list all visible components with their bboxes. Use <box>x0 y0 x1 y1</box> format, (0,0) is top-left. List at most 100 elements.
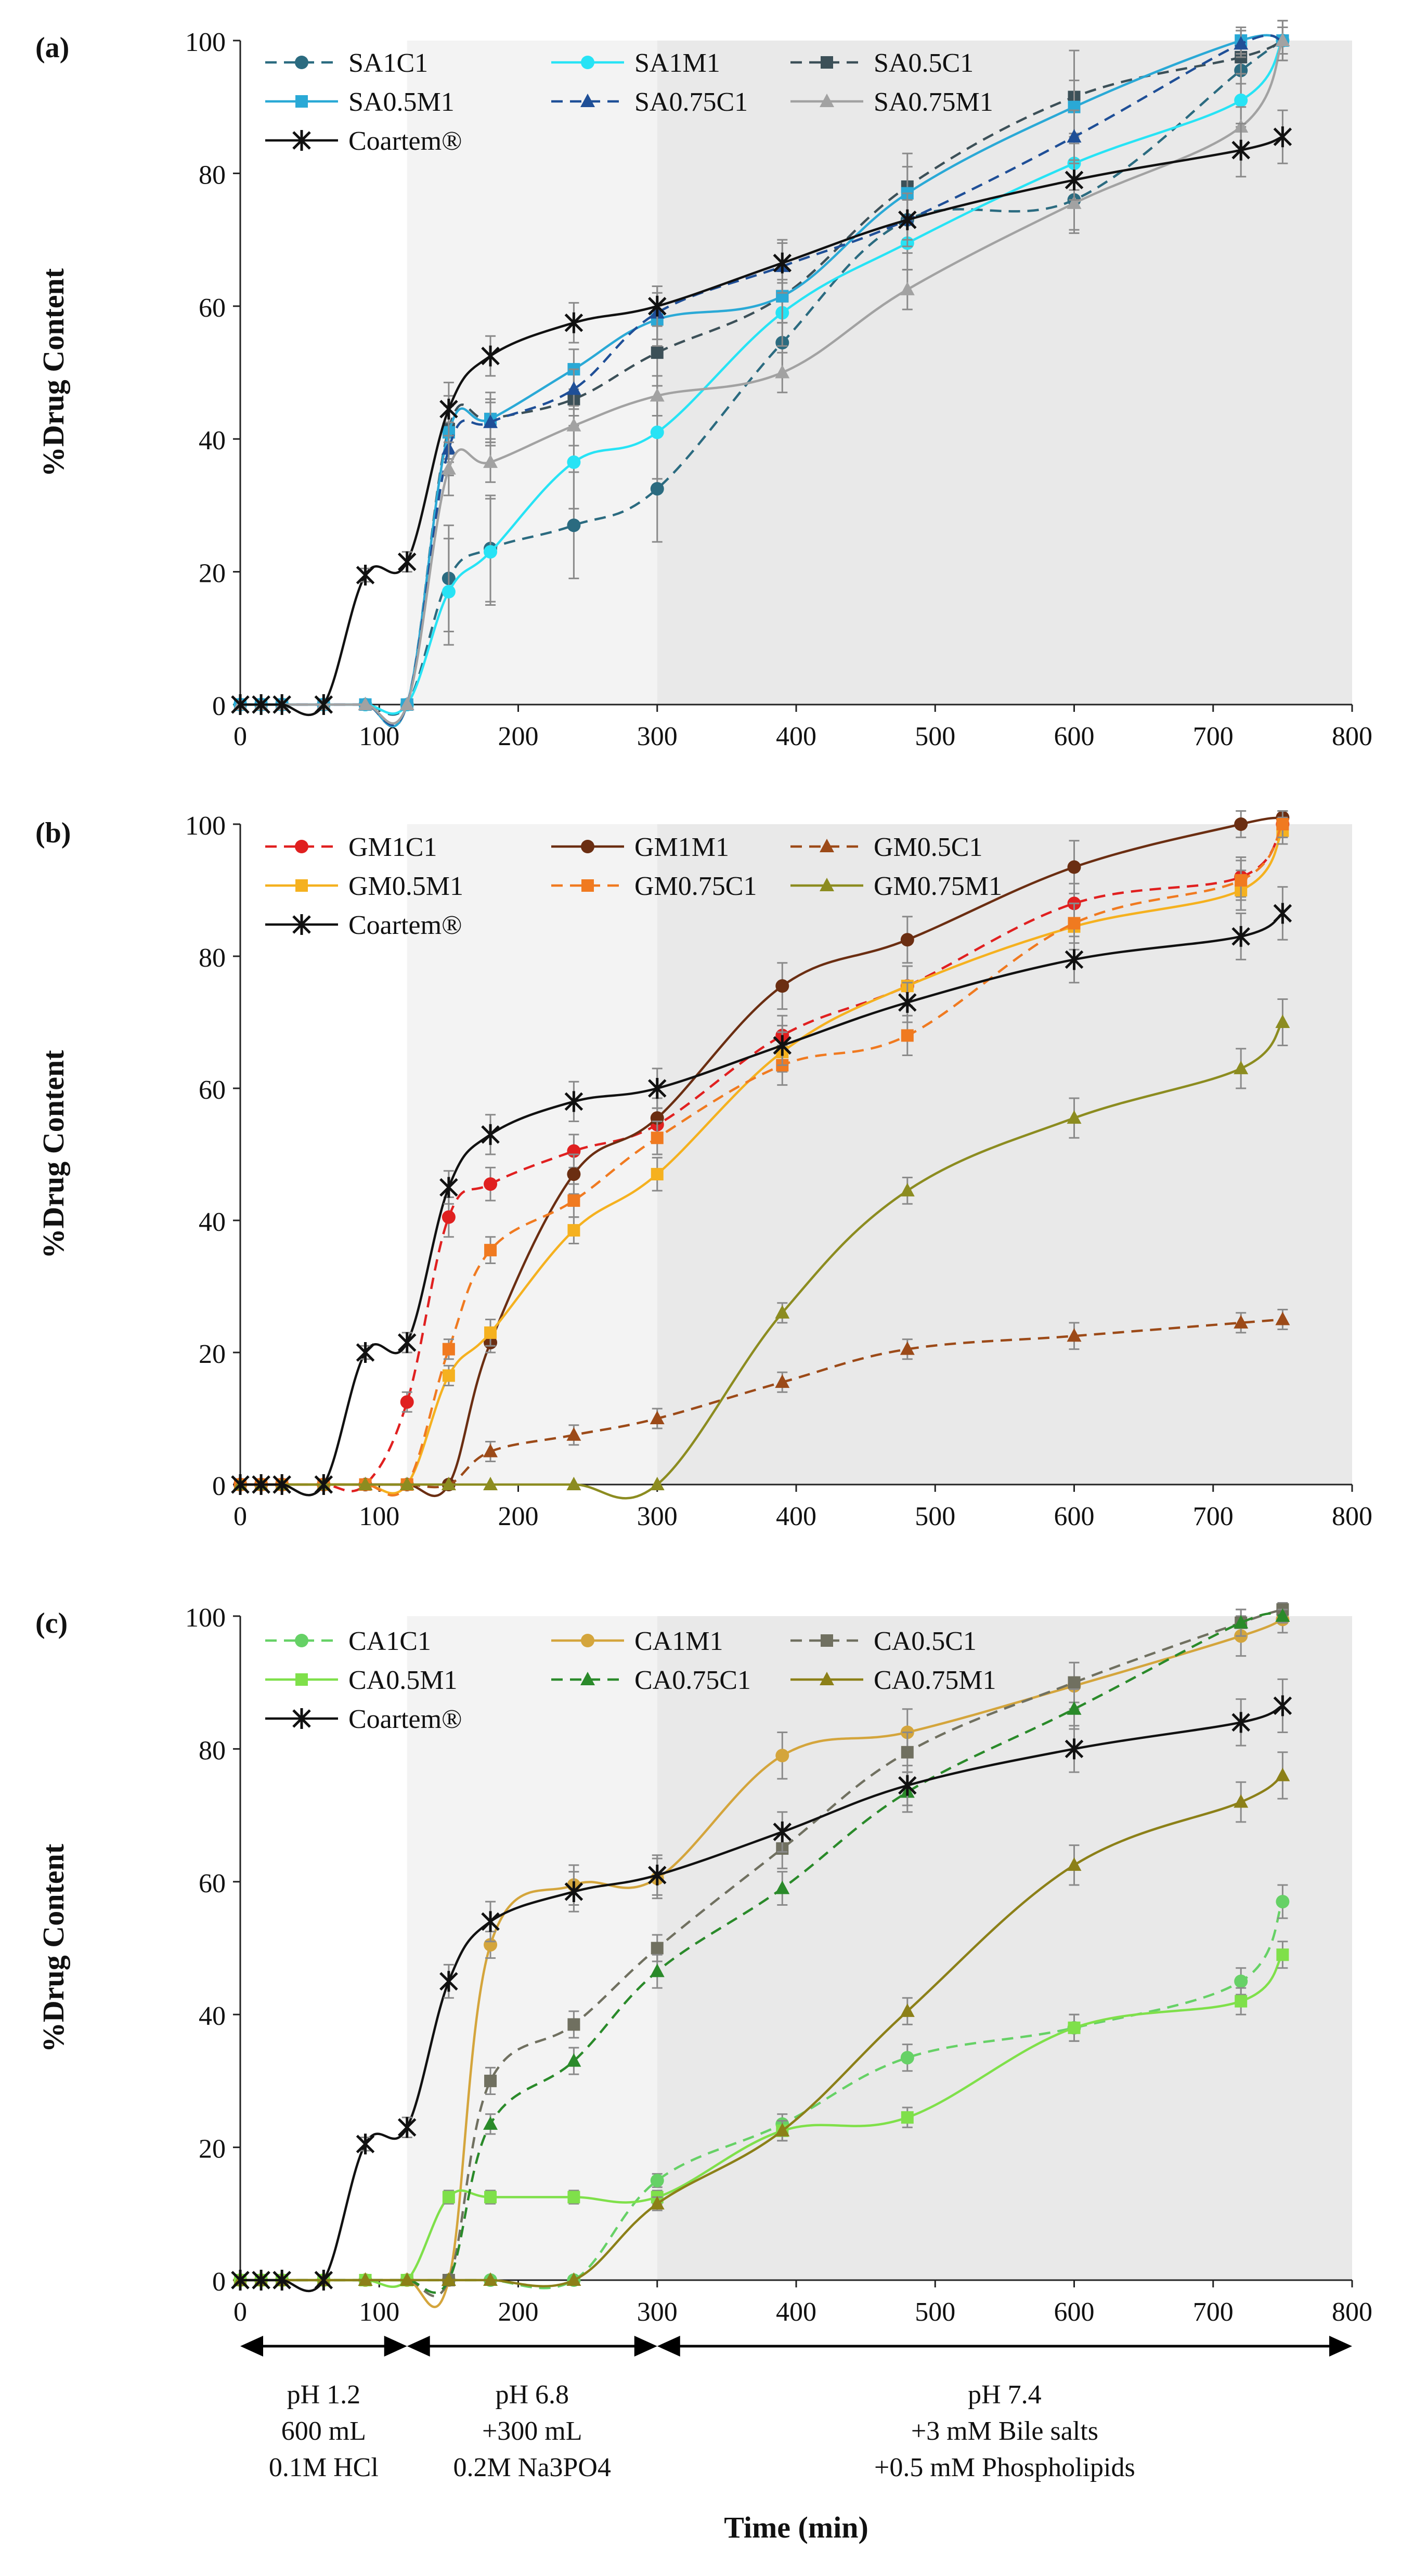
data-point <box>567 455 581 469</box>
legend-marker <box>580 1672 595 1685</box>
x-tick-label: 0 <box>234 1502 247 1531</box>
legend-label: SA0.75C1 <box>634 87 748 117</box>
legend-marker <box>295 56 308 69</box>
legend-marker <box>820 878 834 891</box>
data-point <box>484 1326 497 1339</box>
x-tick-label: 300 <box>637 722 678 751</box>
data-point <box>1068 2021 1081 2034</box>
data-point <box>566 418 581 432</box>
x-tick-label: 600 <box>1054 722 1095 751</box>
x-tick-label: 100 <box>359 1502 399 1531</box>
data-point <box>651 346 664 359</box>
legend-label: GM1C1 <box>348 832 437 862</box>
data-point <box>1067 1110 1082 1124</box>
data-point <box>1234 36 1249 50</box>
data-point <box>900 2051 914 2065</box>
x-tick-label: 600 <box>1054 2297 1095 2327</box>
y-tick-label: 80 <box>199 1736 226 1765</box>
legend-entry: Coartem® <box>265 910 462 940</box>
data-point <box>564 1091 583 1112</box>
phase-arrow-head-right <box>384 2336 407 2357</box>
data-point <box>484 545 498 559</box>
phase-condition-text: +3 mM Bile salts <box>911 2416 1098 2446</box>
data-point <box>252 694 270 715</box>
data-point <box>1276 818 1289 830</box>
x-tick-label: 600 <box>1054 1502 1095 1531</box>
data-point <box>397 1332 417 1353</box>
legend-marker <box>580 94 595 107</box>
data-point <box>252 2270 270 2291</box>
data-point <box>442 1343 455 1356</box>
legend-entry: CA0.75M1 <box>790 1666 996 1695</box>
legend-label: Coartem® <box>348 910 462 940</box>
data-point <box>358 2272 373 2286</box>
legend-marker <box>295 1673 308 1686</box>
data-point <box>900 1341 915 1355</box>
legend-label: GM0.5C1 <box>874 832 982 862</box>
data-point <box>650 2174 664 2188</box>
legend-marker <box>295 879 308 892</box>
data-point <box>898 992 917 1013</box>
x-tick-label: 200 <box>498 2297 539 2327</box>
data-point <box>441 2272 456 2286</box>
data-point <box>775 979 789 993</box>
data-point <box>481 1911 500 1932</box>
legend-label: CA0.75C1 <box>634 1666 751 1695</box>
data-point <box>650 1411 665 1424</box>
data-point <box>1273 903 1292 924</box>
data-point <box>1068 917 1081 930</box>
data-point <box>901 2111 914 2124</box>
legend-marker <box>581 879 594 892</box>
legend-entry: GM0.5M1 <box>265 871 463 901</box>
x-tick-label: 500 <box>915 1502 955 1531</box>
phase-condition-text: 0.1M HCl <box>269 2453 379 2482</box>
legend-entry: CA1C1 <box>265 1627 431 1656</box>
data-point <box>567 1224 580 1237</box>
phase-arrow-head-left <box>657 2336 680 2357</box>
data-point <box>358 697 373 710</box>
data-point <box>441 461 456 475</box>
legend-entry: GM1M1 <box>551 832 729 862</box>
data-point <box>399 2272 414 2286</box>
x-tick-label: 400 <box>776 1502 816 1531</box>
legend-entry: SA0.5C1 <box>790 48 974 78</box>
x-tick-label: 0 <box>234 2297 247 2327</box>
data-point <box>650 388 665 402</box>
legend-entry: GM0.75M1 <box>790 871 1002 901</box>
phase-shade-fed <box>657 824 1352 1485</box>
data-point <box>484 2191 497 2204</box>
legend-entry: CA0.5M1 <box>265 1666 457 1695</box>
data-point <box>775 1749 789 1763</box>
legend-marker <box>820 94 834 107</box>
legend-marker <box>295 1634 308 1647</box>
data-point <box>775 365 790 379</box>
legend-marker <box>821 56 833 69</box>
phase-condition-text: pH 6.8 <box>495 2380 569 2410</box>
data-point <box>1235 874 1248 887</box>
data-point <box>1065 949 1084 970</box>
legend-marker <box>292 1708 311 1729</box>
data-point <box>566 381 581 395</box>
phase-arrow-head-left <box>407 2336 430 2357</box>
data-point <box>1067 860 1081 874</box>
x-tick-label: 300 <box>637 1502 678 1531</box>
legend-label: Coartem® <box>348 126 462 156</box>
y-tick-label: 40 <box>199 1207 226 1237</box>
data-point <box>650 1963 665 1977</box>
x-tick-label: 700 <box>1193 722 1234 751</box>
y-tick-label: 60 <box>199 1075 226 1105</box>
chart-panel-2: 0 20 40 60 80 100 0 100 200 300 400 500 600 700 800 (b)… <box>35 810 1372 1531</box>
data-point <box>1067 1701 1082 1715</box>
legend-entry: GM1C1 <box>265 832 437 862</box>
data-point <box>356 1342 375 1363</box>
data-point <box>651 1131 664 1144</box>
data-point <box>273 694 291 715</box>
data-point <box>1231 1712 1250 1733</box>
data-point <box>898 1775 917 1796</box>
data-point <box>564 1881 583 1902</box>
data-point <box>566 2053 581 2067</box>
legend-entry: SA1C1 <box>265 48 428 78</box>
data-point <box>901 1746 914 1759</box>
data-point <box>439 1177 458 1198</box>
